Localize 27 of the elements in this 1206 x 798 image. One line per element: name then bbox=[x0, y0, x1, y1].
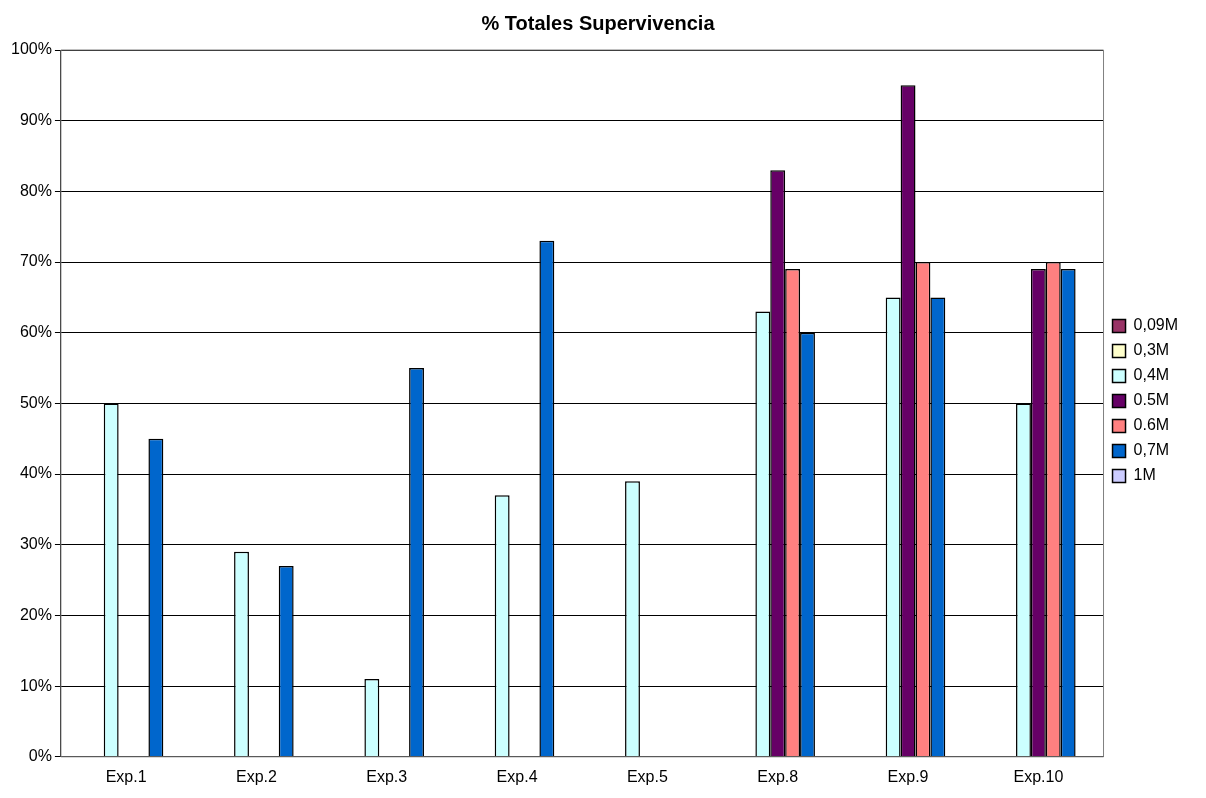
legend-label: 0.5M bbox=[1133, 391, 1170, 409]
y-tick-label: 10% bbox=[19, 676, 52, 694]
x-tick-label: Exp.9 bbox=[887, 767, 929, 785]
y-tick-label: 50% bbox=[19, 393, 52, 411]
legend-label: 0,7M bbox=[1133, 441, 1170, 459]
y-tick-label: 100% bbox=[11, 40, 52, 58]
y-tick-label: 30% bbox=[19, 535, 52, 553]
x-tick-label: Exp.1 bbox=[105, 767, 147, 785]
y-tick-label: 20% bbox=[19, 605, 52, 623]
x-tick-label: Exp.8 bbox=[757, 767, 799, 785]
legend-label: 0,4M bbox=[1133, 366, 1170, 384]
y-tick-label: 40% bbox=[19, 464, 52, 482]
x-tick-label: Exp.10 bbox=[1013, 767, 1064, 785]
legend-label: 0,09M bbox=[1133, 316, 1178, 334]
y-tick-label: 60% bbox=[19, 323, 52, 341]
x-tick-label: Exp.3 bbox=[366, 767, 408, 785]
x-tick-label: Exp.2 bbox=[235, 767, 277, 785]
chart-title: % Totales Supervivencia bbox=[481, 11, 716, 34]
y-tick-label: 90% bbox=[19, 111, 52, 129]
x-tick-label: Exp.5 bbox=[626, 767, 668, 785]
y-tick-label: 0% bbox=[28, 747, 52, 765]
x-tick-label: Exp.4 bbox=[496, 767, 538, 785]
legend-label: 1M bbox=[1133, 466, 1156, 484]
legend-label: 0.6M bbox=[1133, 416, 1170, 434]
y-tick-label: 80% bbox=[19, 181, 52, 199]
legend-label: 0,3M bbox=[1133, 341, 1170, 359]
y-tick-label: 70% bbox=[19, 252, 52, 270]
